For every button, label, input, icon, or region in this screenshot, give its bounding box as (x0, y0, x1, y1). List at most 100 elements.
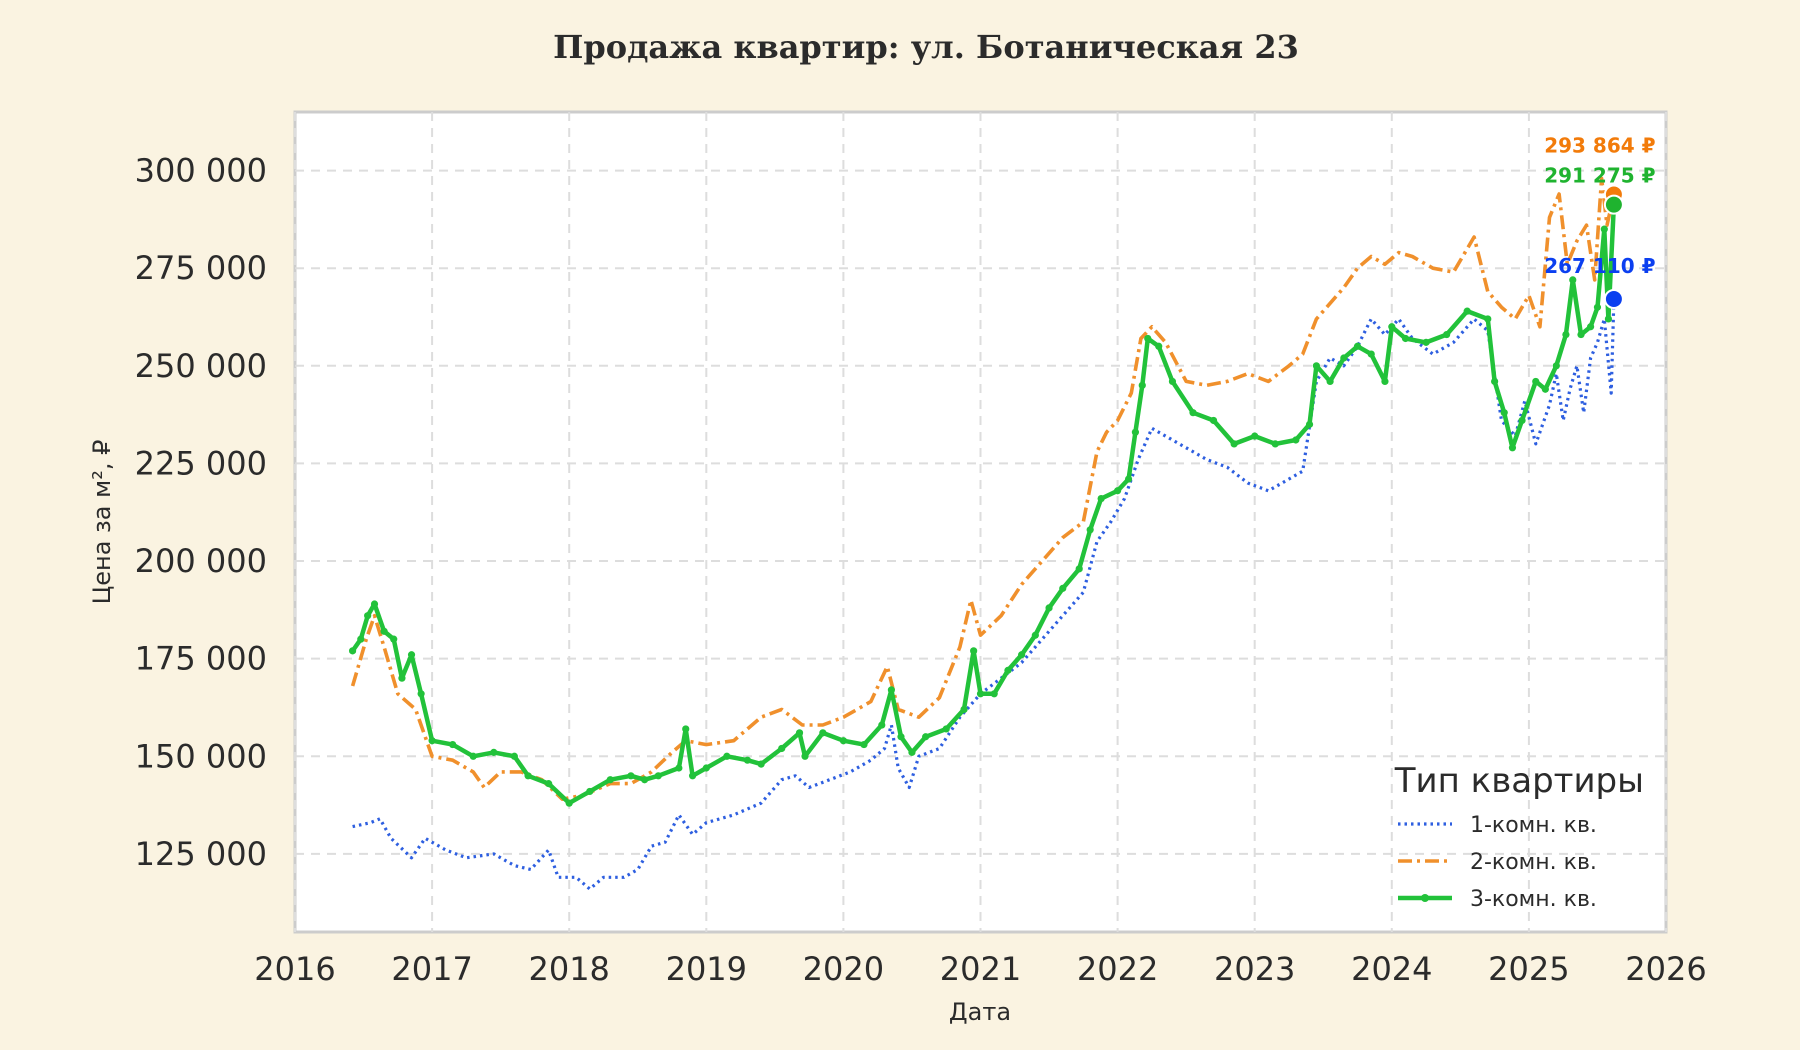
series-marker-3 (743, 756, 752, 764)
series-marker-3 (970, 647, 978, 655)
series-marker-3 (1312, 362, 1320, 370)
x-tick-label: 2024 (1351, 950, 1432, 988)
series-marker-3 (398, 674, 406, 682)
series-marker-3 (390, 635, 398, 643)
series-marker-3 (586, 787, 594, 796)
series-marker-3 (1508, 444, 1517, 452)
series-marker-3 (1004, 666, 1012, 674)
series-endpoint-3 (1603, 194, 1624, 215)
series-marker-3 (778, 744, 786, 753)
legend-items: 1-комн. кв. 2-комн. кв. 3-комн. кв. (1398, 813, 1597, 912)
series-marker-3 (1500, 409, 1508, 417)
legend: Тип квартиры 1-комн. кв. 2-комн. кв. 3-ком… (1394, 761, 1644, 912)
series-marker-3 (1271, 440, 1279, 448)
series-marker-3 (1045, 604, 1053, 612)
x-tick-label: 2020 (803, 950, 884, 988)
series-marker-3 (1305, 420, 1314, 428)
series-marker-3 (908, 748, 916, 756)
series-marker-3 (524, 772, 532, 780)
series-marker-3 (839, 737, 848, 745)
series-marker-3 (1577, 330, 1585, 339)
x-tick-label: 2023 (1214, 950, 1295, 988)
y-tick-label: 125 000 (135, 835, 267, 873)
series-marker-3 (675, 764, 683, 772)
legend-label-2: 2-комн. кв. (1470, 850, 1597, 875)
y-tick-label: 200 000 (135, 542, 267, 580)
series-marker-3 (1131, 428, 1140, 436)
y-tick-label: 175 000 (135, 640, 267, 678)
x-tick-label: 2016 (254, 950, 335, 988)
x-tick-label: 2025 (1488, 950, 1569, 988)
x-tick-label: 2026 (1625, 950, 1706, 988)
series-end-label-3: 291 275 ₽ (1544, 164, 1655, 188)
x-tick-label: 2021 (940, 950, 1021, 988)
series-marker-3 (1569, 276, 1577, 284)
legend-title: Тип квартиры (1394, 761, 1644, 801)
series-marker-3 (887, 686, 895, 694)
series-marker-3 (702, 764, 710, 772)
series-endpoints: 267 110 ₽ 293 864 ₽ 291 275 ₽ (1544, 134, 1656, 309)
legend-label-1: 1-комн. кв. (1470, 813, 1597, 838)
legend-marker-3 (1421, 894, 1429, 902)
series-marker-3 (641, 776, 649, 784)
series-marker-3 (1292, 436, 1300, 444)
series-marker-3 (1114, 487, 1122, 495)
series-line-1 (352, 298, 1616, 891)
series-marker-3 (510, 752, 518, 760)
legend-label-3: 3-комн. кв. (1470, 887, 1597, 912)
series-marker-3 (545, 780, 553, 788)
series-marker-3 (1381, 377, 1389, 386)
series-marker-3 (627, 772, 635, 780)
series-marker-3 (990, 690, 998, 698)
series-marker-3 (1541, 385, 1549, 393)
series-marker-3 (1491, 377, 1499, 386)
series-marker-3 (1600, 225, 1608, 233)
series-marker-3 (1230, 440, 1238, 448)
tick-labels: 2016 2017 2018 2019 2020 2021 2022 2023 2024 2025… (135, 152, 1707, 988)
series-marker-3 (922, 733, 930, 741)
series-marker-3 (860, 740, 868, 749)
series-marker-3 (407, 651, 416, 659)
series-marker-3 (1209, 416, 1218, 425)
x-axis-label: Дата (949, 998, 1011, 1026)
series-marker-3 (682, 725, 690, 733)
series-marker-3 (1138, 381, 1146, 389)
series-marker-3 (1124, 475, 1133, 483)
series-marker-3 (1189, 409, 1197, 417)
series-marker-3 (417, 690, 425, 698)
series-marker-3 (348, 647, 357, 655)
series-marker-3 (819, 729, 827, 737)
chart-title: Продажа квартир: ул. Ботаническая 23 (553, 28, 1299, 66)
series-marker-3 (1604, 315, 1613, 323)
series-marker-3 (469, 752, 477, 760)
series-marker-3 (1340, 354, 1348, 362)
series-marker-3 (1552, 362, 1560, 370)
y-tick-label: 225 000 (135, 444, 267, 482)
y-tick-label: 275 000 (135, 249, 267, 287)
x-tick-label: 2019 (666, 950, 747, 988)
series-marker-3 (757, 760, 765, 768)
series-lines (348, 176, 1618, 891)
series-marker-3 (370, 600, 379, 608)
series-marker-3 (428, 737, 436, 745)
series-marker-3 (795, 729, 804, 737)
series-marker-3 (654, 772, 662, 780)
series-marker-3 (1443, 330, 1451, 339)
series-marker-3 (1075, 565, 1083, 573)
series-marker-3 (976, 690, 985, 698)
series-marker-3 (1586, 323, 1595, 331)
series-marker-3 (364, 612, 372, 620)
x-tick-label: 2018 (528, 950, 609, 988)
series-marker-3 (1086, 526, 1094, 534)
series-marker-3 (1326, 377, 1334, 386)
series-marker-3 (1155, 342, 1163, 350)
series-line-3 (350, 204, 1617, 806)
series-marker-3 (1367, 350, 1375, 358)
x-tick-label: 2017 (391, 950, 472, 988)
series-marker-3 (1593, 303, 1602, 311)
series-end-label-2: 293 864 ₽ (1544, 134, 1655, 158)
series-marker-3 (1353, 342, 1362, 350)
series-marker-3 (942, 725, 950, 733)
